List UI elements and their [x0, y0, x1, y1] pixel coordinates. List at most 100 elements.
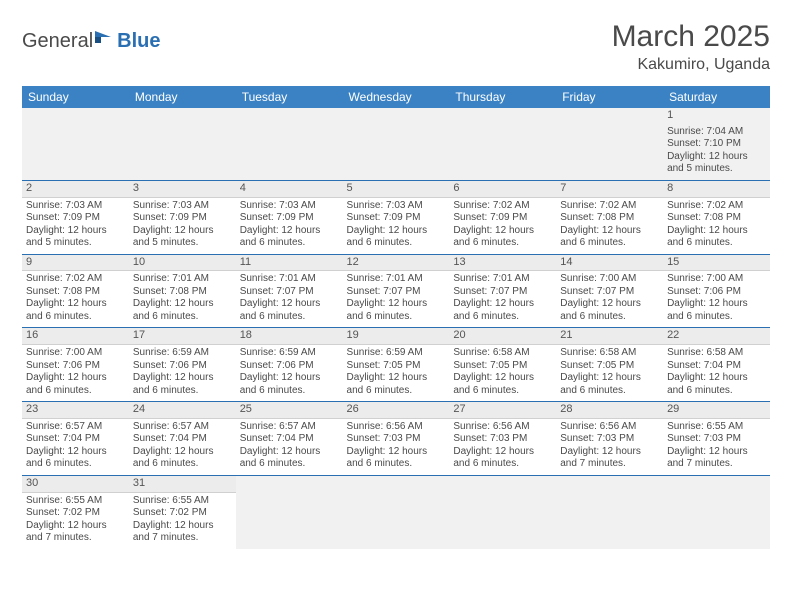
sunrise: Sunrise: 6:55 AM — [26, 495, 125, 508]
sunset: Sunset: 7:07 PM — [453, 286, 552, 299]
page-title: March 2025 — [612, 20, 770, 54]
day-number: 12 — [343, 255, 450, 272]
sunset: Sunset: 7:09 PM — [26, 212, 125, 225]
sunrise: Sunrise: 6:57 AM — [133, 421, 232, 434]
daylight: Daylight: 12 hours and 6 minutes. — [347, 225, 446, 250]
calendar-day: 16Sunrise: 7:00 AMSunset: 7:06 PMDayligh… — [22, 328, 129, 402]
daylight: Daylight: 12 hours and 5 minutes. — [667, 151, 766, 176]
day-number: 23 — [22, 402, 129, 419]
sunrise: Sunrise: 7:02 AM — [560, 200, 659, 213]
sunset: Sunset: 7:06 PM — [667, 286, 766, 299]
day-number: 27 — [449, 402, 556, 419]
day-number: 28 — [556, 402, 663, 419]
calendar-week: 2Sunrise: 7:03 AMSunset: 7:09 PMDaylight… — [22, 180, 770, 254]
daylight: Daylight: 12 hours and 7 minutes. — [560, 446, 659, 471]
sunrise: Sunrise: 7:01 AM — [347, 273, 446, 286]
calendar-week: 30Sunrise: 6:55 AMSunset: 7:02 PMDayligh… — [22, 475, 770, 548]
daylight: Daylight: 12 hours and 6 minutes. — [26, 372, 125, 397]
daylight: Daylight: 12 hours and 6 minutes. — [240, 372, 339, 397]
calendar-empty — [236, 108, 343, 180]
weekday-header: Wednesday — [343, 86, 450, 108]
daylight: Daylight: 12 hours and 7 minutes. — [667, 446, 766, 471]
sunset: Sunset: 7:04 PM — [133, 433, 232, 446]
calendar-day: 5Sunrise: 7:03 AMSunset: 7:09 PMDaylight… — [343, 180, 450, 254]
day-number: 17 — [129, 328, 236, 345]
sunrise: Sunrise: 6:56 AM — [560, 421, 659, 434]
calendar-day: 26Sunrise: 6:56 AMSunset: 7:03 PMDayligh… — [343, 402, 450, 476]
daylight: Daylight: 12 hours and 6 minutes. — [240, 298, 339, 323]
day-number: 20 — [449, 328, 556, 345]
calendar-empty — [449, 108, 556, 180]
location: Kakumiro, Uganda — [612, 56, 770, 74]
sunrise: Sunrise: 7:01 AM — [453, 273, 552, 286]
daylight: Daylight: 12 hours and 6 minutes. — [453, 225, 552, 250]
sunset: Sunset: 7:06 PM — [133, 360, 232, 373]
calendar-week: 1Sunrise: 7:04 AMSunset: 7:10 PMDaylight… — [22, 108, 770, 180]
calendar-day: 9Sunrise: 7:02 AMSunset: 7:08 PMDaylight… — [22, 254, 129, 328]
sunset: Sunset: 7:03 PM — [667, 433, 766, 446]
sunset: Sunset: 7:05 PM — [560, 360, 659, 373]
weekday-header: Thursday — [449, 86, 556, 108]
calendar-body: 1Sunrise: 7:04 AMSunset: 7:10 PMDaylight… — [22, 108, 770, 549]
day-number: 30 — [22, 476, 129, 493]
day-number: 9 — [22, 255, 129, 272]
calendar-day: 4Sunrise: 7:03 AMSunset: 7:09 PMDaylight… — [236, 180, 343, 254]
calendar-day: 12Sunrise: 7:01 AMSunset: 7:07 PMDayligh… — [343, 254, 450, 328]
sunrise: Sunrise: 7:02 AM — [667, 200, 766, 213]
calendar-day: 8Sunrise: 7:02 AMSunset: 7:08 PMDaylight… — [663, 180, 770, 254]
calendar-day: 21Sunrise: 6:58 AMSunset: 7:05 PMDayligh… — [556, 328, 663, 402]
sunset: Sunset: 7:02 PM — [133, 507, 232, 520]
daylight: Daylight: 12 hours and 6 minutes. — [347, 372, 446, 397]
daylight: Daylight: 12 hours and 7 minutes. — [26, 520, 125, 545]
calendar-empty — [556, 108, 663, 180]
day-number: 14 — [556, 255, 663, 272]
calendar-day: 3Sunrise: 7:03 AMSunset: 7:09 PMDaylight… — [129, 180, 236, 254]
calendar-day: 7Sunrise: 7:02 AMSunset: 7:08 PMDaylight… — [556, 180, 663, 254]
calendar-day: 19Sunrise: 6:59 AMSunset: 7:05 PMDayligh… — [343, 328, 450, 402]
day-number: 10 — [129, 255, 236, 272]
day-number: 31 — [129, 476, 236, 493]
sunset: Sunset: 7:04 PM — [240, 433, 339, 446]
calendar-day: 29 Sunrise: 6:55 AMSunset: 7:03 PMDayligh… — [663, 402, 770, 476]
calendar-empty — [449, 475, 556, 548]
daylight: Daylight: 12 hours and 5 minutes. — [133, 225, 232, 250]
calendar-empty — [129, 108, 236, 180]
daylight: Daylight: 12 hours and 6 minutes. — [133, 298, 232, 323]
calendar-day: 6Sunrise: 7:02 AMSunset: 7:09 PMDaylight… — [449, 180, 556, 254]
sunset: Sunset: 7:09 PM — [453, 212, 552, 225]
sunrise: Sunrise: 7:01 AM — [133, 273, 232, 286]
calendar-day: 10Sunrise: 7:01 AMSunset: 7:08 PMDayligh… — [129, 254, 236, 328]
sunset: Sunset: 7:10 PM — [667, 138, 766, 151]
daylight: Daylight: 12 hours and 6 minutes. — [560, 225, 659, 250]
sunrise: Sunrise: 7:01 AM — [240, 273, 339, 286]
sunset: Sunset: 7:09 PM — [240, 212, 339, 225]
sunset: Sunset: 7:06 PM — [26, 360, 125, 373]
sunrise: Sunrise: 7:03 AM — [26, 200, 125, 213]
calendar-day: 18Sunrise: 6:59 AMSunset: 7:06 PMDayligh… — [236, 328, 343, 402]
sunset: Sunset: 7:03 PM — [347, 433, 446, 446]
sunrise: Sunrise: 7:02 AM — [453, 200, 552, 213]
day-number: 26 — [343, 402, 450, 419]
sunrise: Sunrise: 6:55 AM — [667, 421, 766, 434]
calendar-day: 25Sunrise: 6:57 AMSunset: 7:04 PMDayligh… — [236, 402, 343, 476]
day-number: 5 — [343, 181, 450, 198]
calendar-day: 15Sunrise: 7:00 AMSunset: 7:06 PMDayligh… — [663, 254, 770, 328]
day-number: 18 — [236, 328, 343, 345]
weekday-header: Friday — [556, 86, 663, 108]
sunset: Sunset: 7:03 PM — [453, 433, 552, 446]
weekday-header: Saturday — [663, 86, 770, 108]
daylight: Daylight: 12 hours and 6 minutes. — [133, 372, 232, 397]
sunset: Sunset: 7:08 PM — [26, 286, 125, 299]
daylight: Daylight: 12 hours and 7 minutes. — [133, 520, 232, 545]
flag-icon — [95, 28, 117, 51]
sunset: Sunset: 7:09 PM — [133, 212, 232, 225]
calendar-day: 17Sunrise: 6:59 AMSunset: 7:06 PMDayligh… — [129, 328, 236, 402]
day-number: 29 — [663, 402, 770, 419]
sunset: Sunset: 7:02 PM — [26, 507, 125, 520]
day-number: 13 — [449, 255, 556, 272]
calendar-day: 24Sunrise: 6:57 AMSunset: 7:04 PMDayligh… — [129, 402, 236, 476]
sunrise: Sunrise: 7:03 AM — [240, 200, 339, 213]
sunset: Sunset: 7:03 PM — [560, 433, 659, 446]
sunrise: Sunrise: 6:56 AM — [347, 421, 446, 434]
sunrise: Sunrise: 6:59 AM — [347, 347, 446, 360]
